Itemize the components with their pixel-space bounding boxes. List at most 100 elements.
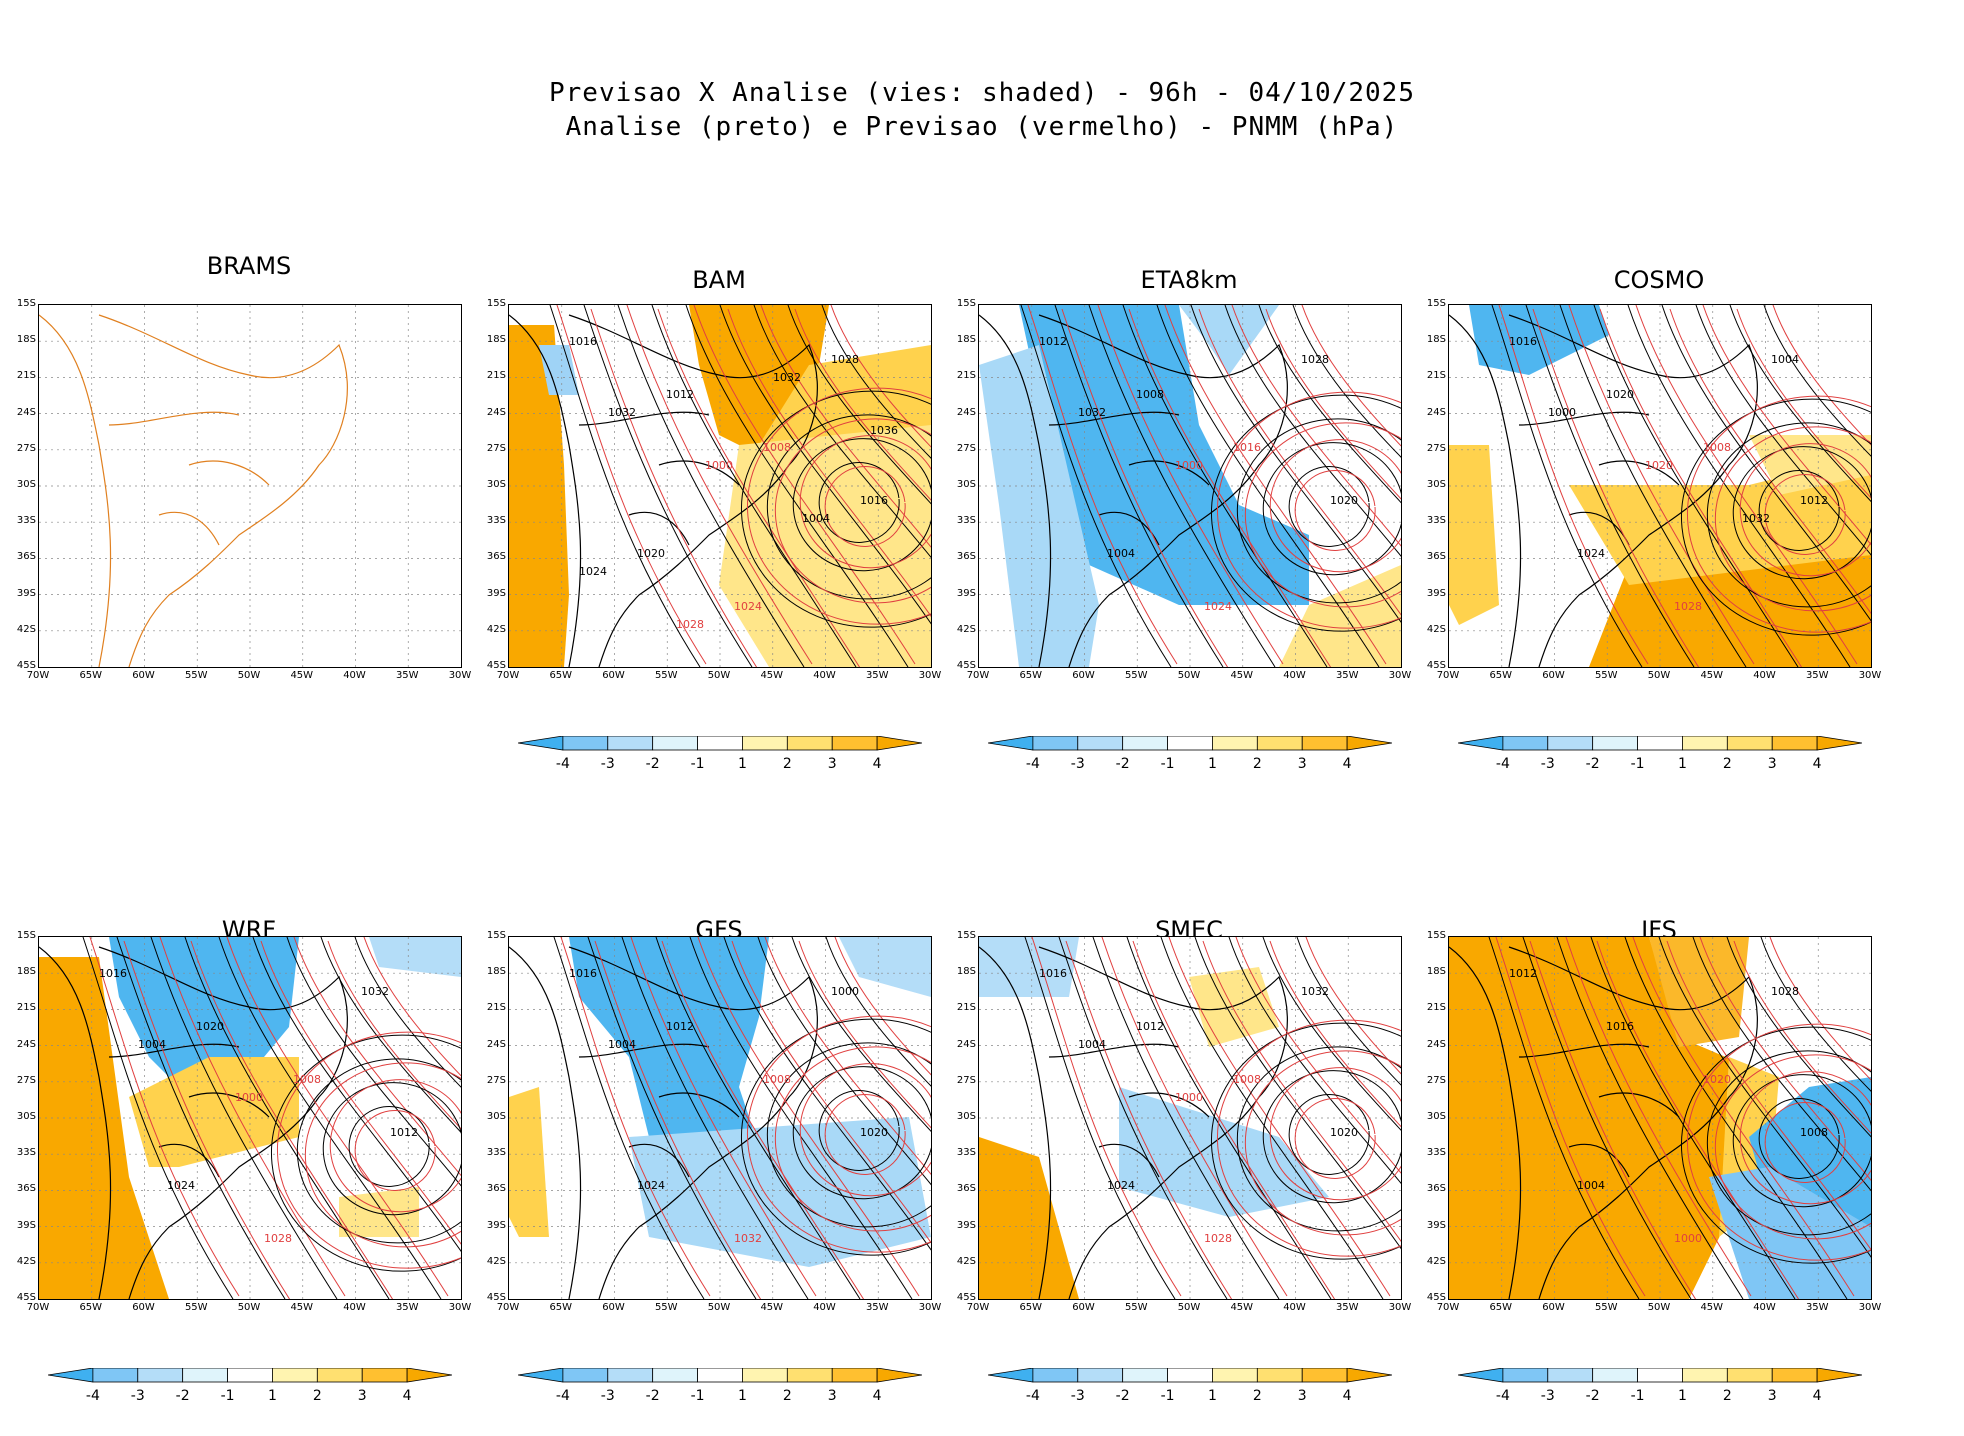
analysis-isobar <box>549 305 701 667</box>
lon-label: 65W <box>1019 1302 1043 1313</box>
forecast-isobar <box>329 1079 461 1213</box>
analysis-isobar <box>1732 1074 1871 1208</box>
bias-shade <box>539 345 579 395</box>
lon-label: 50W <box>1647 1302 1671 1313</box>
lon-label: 35W <box>395 670 419 681</box>
analysis-isobar <box>1706 1050 1871 1236</box>
forecast-isobar <box>824 1093 906 1175</box>
forecast-isobar <box>1217 1019 1401 1257</box>
lat-label: 21S <box>486 370 506 382</box>
forecast-isobar <box>293 937 461 1177</box>
lon-label: 40W <box>1753 670 1776 681</box>
isobar-label: 1032 <box>608 406 636 419</box>
forecast-isobar <box>1168 937 1391 1297</box>
lon-label: 55W <box>1594 1302 1618 1313</box>
forecast-isobar <box>1599 308 1803 667</box>
forecast-isobar <box>798 940 931 1129</box>
isobar-label: 1032 <box>1742 512 1770 525</box>
colorbar-segment <box>1032 1367 1079 1383</box>
colorbar-segment <box>697 1367 743 1383</box>
colorbar-label: 1 <box>1207 1388 1217 1404</box>
colorbar-segment <box>137 1367 184 1383</box>
colorbar: -4 -3 -2 -1 1 2 3 4 <box>517 735 923 782</box>
lat-label: 15S <box>16 930 36 941</box>
lat-label: 33S <box>1426 1147 1446 1159</box>
analysis-isobar <box>1092 937 1280 1299</box>
lon-label: 45W <box>760 1302 784 1313</box>
forecast-isobar <box>1498 305 1649 665</box>
colorbar-label: -1 <box>220 1388 235 1404</box>
lon-label: 45W <box>1700 670 1724 681</box>
isobar-label: 1020 <box>1330 494 1358 507</box>
lat-label: 27S <box>956 442 976 454</box>
forecast-isobar <box>630 937 817 1297</box>
lon-label: 70W <box>26 670 50 681</box>
colorbar-label: -2 <box>175 1388 190 1404</box>
map-field: 1012 1008 1016 1020 1004 1024 1028 1032 1000 <box>979 305 1401 667</box>
lat-label: 45S <box>956 1292 976 1303</box>
lat-label: 15S <box>486 298 506 309</box>
lon-label: 55W <box>1124 1302 1148 1313</box>
forecast-isobar <box>363 937 461 1077</box>
isobar-label: 1024 <box>167 1179 195 1192</box>
analysis-isobar <box>1160 937 1384 1299</box>
bias-shade <box>1019 305 1309 605</box>
colorbar-segment <box>517 1367 564 1383</box>
forecast-isobar <box>1699 937 1871 1181</box>
analysis-isobar <box>1228 937 1401 1184</box>
isobar-label: 1024 <box>1577 547 1605 560</box>
analysis-isobar <box>766 414 931 600</box>
lat-label: 33S <box>16 1147 36 1159</box>
lat-label: 24S <box>16 1038 36 1050</box>
lon-label: 50W <box>1177 1302 1201 1313</box>
lon-label: 35W <box>395 1302 419 1313</box>
colorbar-segment <box>562 1367 609 1383</box>
lat-label: 42S <box>16 623 36 635</box>
colorbar-label: 3 <box>827 756 837 772</box>
colorbar-segment <box>1816 1367 1863 1383</box>
lon-label: 55W <box>654 670 678 681</box>
bias-shade <box>1119 1087 1329 1217</box>
lon-label: 50W <box>707 1302 731 1313</box>
forecast-isobar <box>1217 391 1401 629</box>
colorbar-label: -3 <box>130 1388 145 1404</box>
analysis-isobar <box>753 305 931 558</box>
lon-label: 30W <box>1858 1302 1882 1313</box>
colorbar-segment <box>1212 1367 1258 1383</box>
lon-label: 70W <box>26 1302 50 1313</box>
lat-label: 36S <box>486 551 506 563</box>
lat-label: 24S <box>486 1038 506 1050</box>
forecast-isobar <box>260 940 461 1245</box>
isobar-label: 1000 <box>1674 1232 1702 1245</box>
lat-label: 27S <box>956 1074 976 1086</box>
isobar-label: 1016 <box>569 967 597 980</box>
panel-title-eta8km: ETA8km <box>1140 266 1238 294</box>
analysis-isobar <box>1194 937 1401 1250</box>
analysis-isobar <box>821 305 931 459</box>
lon-label: 30W <box>918 1302 942 1313</box>
lat-label: 33S <box>486 1147 506 1159</box>
lat-label: 21S <box>16 370 36 382</box>
isobar-label: 1028 <box>1674 600 1702 613</box>
analysis-isobar <box>1020 305 1172 667</box>
colorbar-label: 2 <box>782 1388 792 1404</box>
colorbar-label: 4 <box>872 756 882 772</box>
forecast-isobar <box>327 940 461 1130</box>
map-panel-smec: 1016 1012 1008 1020 1024 1028 1032 1004 1000 <box>978 936 1402 1300</box>
isobar-label: 1024 <box>579 565 607 578</box>
isobar-label: 1008 <box>763 1073 791 1086</box>
colorbar-label: -4 <box>85 1388 100 1404</box>
lat-label: 30S <box>1426 479 1446 490</box>
analysis-isobar <box>1758 1097 1840 1179</box>
isobar-label: 1004 <box>1771 353 1799 366</box>
forecast-isobar <box>1269 439 1401 573</box>
lat-label: 24S <box>956 1038 976 1050</box>
lat-label: 24S <box>16 406 36 418</box>
colorbar-segment <box>47 1367 94 1383</box>
colorbar-label: -4 <box>555 1388 570 1404</box>
colorbar-segment <box>742 735 788 751</box>
forecast-isobar <box>747 1015 931 1253</box>
lon-label: 50W <box>237 670 261 681</box>
analysis-isobar <box>1590 937 1796 1299</box>
map-panel-gfs: 1016 1012 1008 1020 1024 1032 1000 1004 <box>508 936 932 1300</box>
